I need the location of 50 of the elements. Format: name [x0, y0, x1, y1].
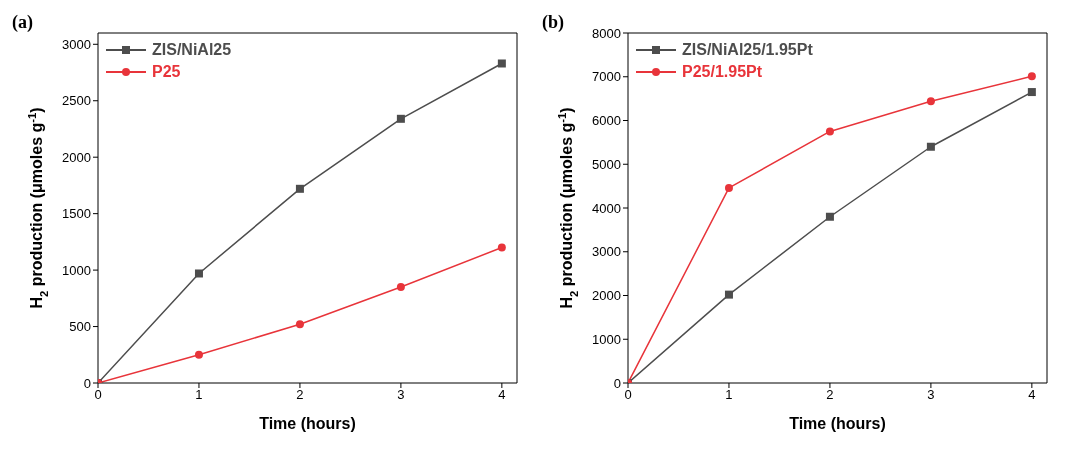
y-tick-label: 1000: [62, 262, 91, 278]
x-tick-label: 2: [826, 387, 834, 403]
point: [194, 269, 203, 278]
point: [926, 97, 935, 106]
point: [1027, 72, 1036, 81]
point: [1027, 88, 1036, 97]
y-tick-label: 500: [69, 319, 91, 335]
x-tick-label: 3: [927, 387, 935, 403]
point: [295, 184, 304, 193]
x-tick-label: 1: [195, 387, 203, 403]
y-tick-label: 3000: [592, 244, 621, 260]
point: [825, 212, 834, 221]
point: [396, 283, 405, 292]
point: [825, 127, 834, 136]
chart-title: (b): [542, 12, 564, 33]
y-tick-label: 7000: [592, 69, 621, 85]
x-tick-label: 0: [624, 387, 632, 403]
y-tick-label: 0: [613, 375, 621, 391]
y-tick-label: 2000: [592, 288, 621, 304]
y-tick-label: 2000: [62, 149, 91, 165]
y-tick-label: 6000: [592, 113, 621, 129]
point: [396, 114, 405, 123]
x-tick-label: 1: [725, 387, 733, 403]
y-tick-label: 4000: [592, 200, 621, 216]
x-axis-title: Time (hours): [259, 415, 356, 432]
legend-label: P25: [152, 63, 181, 81]
y-tick-label: 1500: [62, 206, 91, 222]
point: [724, 183, 733, 192]
x-tick-label: 4: [1028, 387, 1036, 403]
x-tick-label: 2: [296, 387, 304, 403]
point: [926, 142, 935, 151]
y-tick-label: 3000: [62, 36, 91, 52]
legend-label: ZIS/NiAl25: [152, 41, 232, 59]
x-axis-title: Time (hours): [789, 415, 886, 432]
chart-title: (a): [12, 12, 33, 33]
y-tick-label: 5000: [592, 156, 621, 172]
point: [724, 290, 733, 299]
x-tick-label: 3: [397, 387, 405, 403]
x-tick-label: 4: [498, 387, 506, 403]
point: [497, 243, 506, 252]
point: [194, 350, 203, 359]
legend-label: P25/1.95Pt: [682, 63, 763, 81]
legend-label: ZIS/NiAl25/1.95Pt: [682, 41, 813, 59]
y-tick-label: 2500: [62, 93, 91, 109]
point: [497, 59, 506, 68]
y-tick-label: 0: [83, 375, 91, 391]
point: [295, 320, 304, 329]
y-tick-label: 8000: [592, 25, 621, 41]
x-tick-label: 0: [94, 387, 102, 403]
y-tick-label: 1000: [592, 331, 621, 347]
